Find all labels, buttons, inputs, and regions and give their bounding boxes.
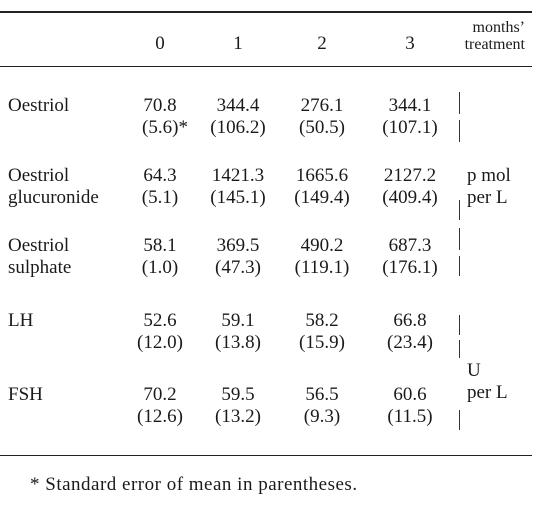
standard-error: (1.0) [141,257,179,278]
mean-value: 70.8 [143,95,177,116]
mean-value: 276.1 [300,95,344,116]
footnote: * Standard error of mean in parentheses. [30,474,358,495]
header-treatment: treatment [464,36,525,53]
unit-label: per L [467,382,508,403]
standard-error: (176.1) [382,257,438,278]
row-label: Oestriol [8,165,70,186]
row-label: FSH [8,384,43,405]
column-header: 2 [317,33,327,54]
mean-value: 70.2 [143,384,177,405]
mean-value: 52.6 [143,310,177,331]
bracket [459,315,460,335]
row-label: glucuronide [8,187,99,208]
bracket [459,200,460,220]
column-header: 3 [405,33,415,54]
standard-error: (149.4) [294,187,350,208]
bottom-rule [0,455,532,456]
standard-error: (9.3) [303,406,341,427]
mean-value: 56.5 [305,384,339,405]
mean-value: 59.5 [221,384,255,405]
standard-error: (13.2) [215,406,261,427]
mean-value: 59.1 [221,310,255,331]
bracket [459,228,460,250]
bracket [459,120,460,142]
standard-error: (409.4) [382,187,438,208]
mean-value: 369.5 [216,235,260,256]
mean-value: 64.3 [143,165,177,186]
standard-error: (47.3) [215,257,261,278]
mean-value: 58.1 [143,235,177,256]
mean-value: 1665.6 [295,165,349,186]
bracket [459,410,460,430]
standard-error: (23.4) [387,332,433,353]
standard-error: (107.1) [382,117,438,138]
unit-label: per L [467,187,508,208]
mean-value: 60.6 [393,384,427,405]
bracket [459,256,460,276]
column-header: 1 [233,33,243,54]
standard-error: (145.1) [210,187,266,208]
standard-error: (119.1) [294,257,350,278]
top-rule [0,11,532,13]
row-label: Oestriol [8,235,70,256]
unit-label: p mol [467,165,511,186]
bracket [459,340,460,358]
standard-error: (11.5) [387,406,433,427]
row-label: LH [8,310,34,331]
standard-error: (13.8) [215,332,261,353]
standard-error: (5.1) [141,187,179,208]
column-header: 0 [155,33,165,54]
mean-value: 344.1 [388,95,432,116]
standard-error: (50.5) [299,117,345,138]
mean-value: 2127.2 [383,165,437,186]
standard-error: (12.6) [137,406,183,427]
mean-value: 58.2 [305,310,339,331]
header-rule [0,66,532,67]
header-months: months’ [472,19,525,36]
standard-error: (12.0) [137,332,183,353]
mean-value: 490.2 [300,235,344,256]
row-label: Oestriol [8,95,70,116]
unit-label: U [467,360,481,381]
mean-value: 1421.3 [211,165,265,186]
row-label: sulphate [8,257,72,278]
standard-error: (106.2) [210,117,266,138]
bracket [459,92,460,114]
mean-value: 344.4 [216,95,260,116]
mean-value: 66.8 [393,310,427,331]
standard-error: (5.6)* [142,117,188,138]
standard-error: (15.9) [299,332,345,353]
mean-value: 687.3 [388,235,432,256]
